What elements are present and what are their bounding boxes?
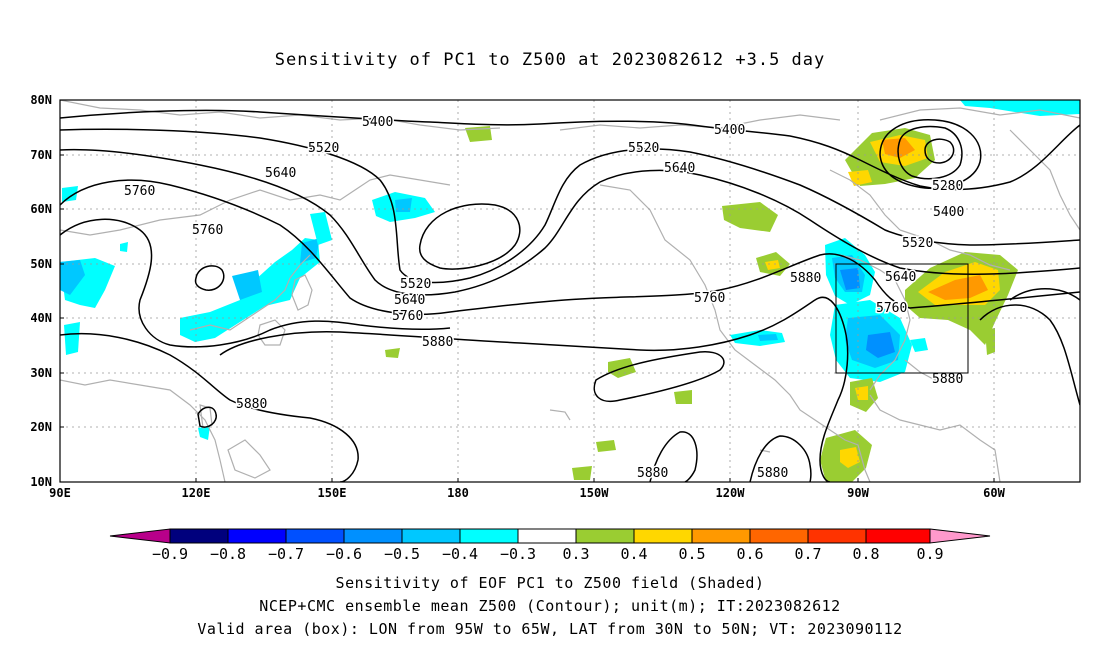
contour-label: 5640 — [664, 161, 695, 176]
contour-label: 5880 — [637, 466, 668, 481]
colorbar-cell — [749, 528, 809, 544]
lon-tick-label: 120E — [182, 486, 211, 500]
contour-label: 5640 — [885, 270, 916, 285]
colorbar-label: −0.3 — [500, 545, 536, 563]
positive-sensitivity-shading — [385, 126, 1018, 482]
plot-frame — [59, 99, 1081, 483]
colorbar-high-triangle — [929, 528, 991, 544]
colorbar-cell — [459, 528, 519, 544]
valid-area-box — [835, 263, 969, 374]
colorbar-label: −0.4 — [442, 545, 478, 563]
colorbar-label: 0.6 — [736, 545, 763, 563]
lat-tick-label: 40N — [30, 311, 52, 325]
contour-label: 5880 — [790, 271, 821, 286]
coastlines — [60, 100, 1080, 482]
contour-label: 5280 — [932, 179, 963, 194]
lon-axis: 90E 120E 150E 180 150W 120W 90W 60W — [49, 478, 1006, 500]
colorbar-cell — [865, 528, 931, 544]
colorbar-cell — [285, 528, 345, 544]
colorbar-label: 0.5 — [678, 545, 705, 563]
lon-tick-label: 90W — [847, 486, 869, 500]
lat-axis: 80N 70N 60N 50N 40N 30N 20N 10N — [30, 93, 64, 489]
contour-label: 5640 — [265, 166, 296, 181]
colorbar-cell — [633, 528, 693, 544]
map-title: Sensitivity of PC1 to Z500 at 2023082612… — [274, 50, 826, 70]
lon-tick-label: 150E — [318, 486, 347, 500]
contour-label: 5880 — [422, 335, 453, 350]
lat-tick-label: 20N — [30, 420, 52, 434]
contour-labels: 5400 5400 5400 5520 5520 5520 5520 5640 … — [123, 114, 966, 483]
lon-tick-label: 180 — [447, 486, 469, 500]
contour-label: 5640 — [394, 293, 425, 308]
lat-tick-label: 60N — [30, 202, 52, 216]
contour-label: 5400 — [714, 123, 745, 138]
colorbar-cell — [169, 528, 229, 544]
contour-label: 5760 — [392, 309, 423, 324]
colorbar-label: −0.6 — [326, 545, 362, 563]
colorbar-cell — [807, 528, 867, 544]
contour-label: 5880 — [236, 397, 267, 412]
caption-valid-area: Valid area (box): LON from 95W to 65W, L… — [197, 620, 903, 638]
colorbar-label: −0.8 — [210, 545, 246, 563]
colorbar-cell — [227, 528, 287, 544]
colorbar-label: −0.7 — [268, 545, 304, 563]
colorbar-cell — [343, 528, 403, 544]
colorbar-label: 0.7 — [794, 545, 821, 563]
caption-contour: NCEP+CMC ensemble mean Z500 (Contour); u… — [259, 597, 841, 615]
gridlines — [60, 100, 1080, 482]
colorbar-label: −0.5 — [384, 545, 420, 563]
colorbar-label: −0.9 — [152, 545, 188, 563]
lat-tick-label: 80N — [30, 93, 52, 107]
contour-label: 5520 — [308, 141, 339, 156]
contour-label: 5400 — [933, 205, 964, 220]
lon-tick-label: 60W — [983, 486, 1005, 500]
z500-contours — [60, 109, 1080, 482]
contour-label: 5400 — [362, 115, 393, 130]
contour-label: 5520 — [902, 236, 933, 251]
colorbar-cell — [691, 528, 751, 544]
lon-tick-label: 150W — [580, 486, 610, 500]
contour-label: 5520 — [628, 141, 659, 156]
colorbar-label: 0.9 — [916, 545, 943, 563]
contour-label: 5880 — [757, 466, 788, 481]
caption-shaded: Sensitivity of EOF PC1 to Z500 field (Sh… — [335, 574, 765, 592]
colorbar-label: 0.8 — [852, 545, 879, 563]
colorbar-label: 0.4 — [620, 545, 647, 563]
colorbar-cell — [401, 528, 461, 544]
contour-label: 5520 — [400, 277, 431, 292]
colorbar-cell — [517, 528, 577, 544]
lat-tick-label: 30N — [30, 366, 52, 380]
lon-tick-label: 90E — [49, 486, 71, 500]
contour-label: 5760 — [192, 223, 223, 238]
contour-label: 5880 — [932, 372, 963, 387]
contour-label: 5760 — [876, 301, 907, 316]
lat-tick-label: 50N — [30, 257, 52, 271]
colorbar-cell — [575, 528, 635, 544]
lon-tick-label: 120W — [716, 486, 746, 500]
contour-label: 5760 — [694, 291, 725, 306]
colorbar-low-triangle — [109, 528, 171, 544]
colorbar: −0.9 −0.8 −0.7 −0.6 −0.5 −0.4 −0.3 0.3 0… — [109, 528, 991, 563]
contour-label: 5760 — [124, 184, 155, 199]
lat-tick-label: 10N — [30, 475, 52, 489]
colorbar-label: 0.3 — [562, 545, 589, 563]
lat-tick-label: 70N — [30, 148, 52, 162]
